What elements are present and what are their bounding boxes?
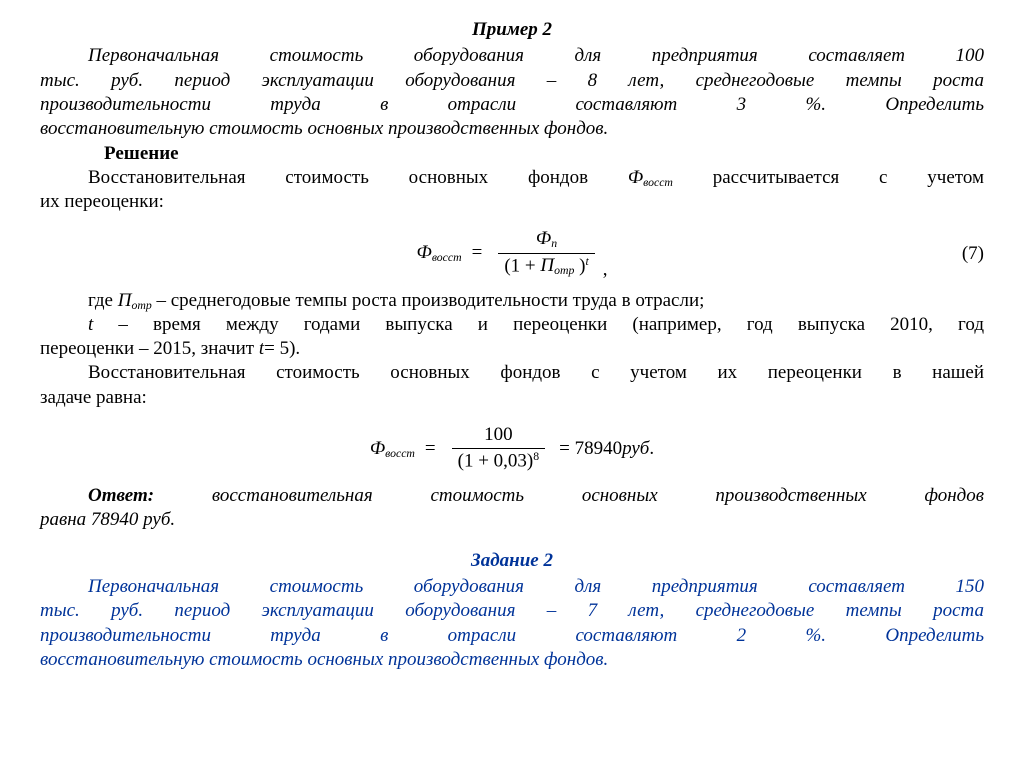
calc-den-base: (1 + 0,03) [458, 451, 534, 472]
task-title: Задание 2 [40, 549, 984, 573]
fraction-denominator: (1 + Потр )t [498, 254, 594, 278]
calc-fraction: 100 (1 + 0,03)8 [452, 425, 546, 472]
calc-intro-line-2: задаче равна: [40, 386, 984, 410]
calc-dot: . [649, 437, 654, 461]
pi-sym: П [540, 255, 554, 276]
phi-symbol: Ф [628, 167, 643, 188]
pi-sub-2: отр [131, 298, 151, 311]
calc-unit: руб [622, 437, 649, 461]
example-title: Пример 2 [40, 18, 984, 42]
fraction-numerator: Фn [498, 229, 594, 254]
phi-sub: восст [432, 251, 462, 264]
rparen: ) [574, 255, 585, 276]
page: Пример 2 Первоначальная стоимость оборуд… [0, 0, 1024, 767]
task-problem-line-1: Первоначальная стоимость оборудования дл… [40, 575, 984, 599]
where-3b: = 5). [264, 338, 300, 359]
solution-heading: Решение [40, 142, 984, 166]
pi-sub: отр [554, 264, 574, 277]
where-2a: – время между годами выпуска и переоценк… [93, 314, 984, 335]
calc-result: = 78940 [559, 437, 622, 461]
answer-line-1: Ответ: восстановительная стоимость основ… [40, 484, 984, 508]
example-problem-line-4: восстановительную стоимость основных про… [40, 117, 984, 141]
where-1b: – среднегодовые темпы роста производител… [152, 290, 705, 311]
where-line-1: где Потр – среднегодовые темпы роста про… [40, 289, 984, 313]
solution-intro-1b: рассчитывается с учетом [673, 167, 984, 188]
phi-vosst-inline: Фвосст [628, 167, 673, 188]
calc-intro-line-1: Восстановительная стоимость основных фон… [40, 361, 984, 385]
phi-subscript: восст [643, 176, 673, 189]
phi-sym-2: Ф [370, 438, 385, 459]
task-problem-line-4: восстановительную стоимость основных про… [40, 648, 984, 672]
calc-exp: 8 [533, 450, 539, 463]
task-problem-line-3: производительности труда в отрасли соста… [40, 624, 984, 648]
trailing-comma: , [603, 258, 608, 282]
exponent-t: t [585, 255, 588, 268]
where-line-3: переоценки – 2015, значит t= 5). [40, 337, 984, 361]
equation-number: (7) [962, 241, 984, 265]
one-plus: (1 + [504, 255, 540, 276]
answer-1: восстановительная стоимость основных про… [154, 485, 984, 506]
where-prefix: где [88, 290, 118, 311]
solution-intro-1a: Восстановительная стоимость основных фон… [88, 167, 628, 188]
example-problem-line-1: Первоначальная стоимость оборудования дл… [40, 44, 984, 68]
equals-sign-2: = [425, 437, 436, 461]
formula-fraction: Фn (1 + Потр )t [498, 229, 594, 278]
phi-n-sym: Ф [536, 228, 551, 249]
formula-calc: Фвосст = 100 (1 + 0,03)8 = 78940 руб. [40, 420, 984, 478]
solution-intro-line-1: Восстановительная стоимость основных фон… [40, 166, 984, 190]
formula-lhs: Фвосст [417, 241, 462, 265]
solution-intro-line-2: их переоценки: [40, 190, 984, 214]
calc-denominator: (1 + 0,03)8 [452, 449, 546, 472]
example-problem-line-3: производительности труда в отрасли соста… [40, 93, 984, 117]
calc-numerator: 100 [452, 425, 546, 449]
task-problem-line-2: тыс. руб. период эксплуатации оборудован… [40, 599, 984, 623]
phi-n-sub: n [551, 237, 557, 250]
formula-7: Фвосст = Фn (1 + Потр )t , (7) [40, 225, 984, 283]
example-problem-line-2: тыс. руб. период эксплуатации оборудован… [40, 69, 984, 93]
where-3a: переоценки – 2015, значит [40, 338, 259, 359]
answer-line-2: равна 78940 руб. [40, 508, 984, 532]
phi-sub-2: восст [385, 447, 415, 460]
phi-sym: Ф [417, 242, 432, 263]
equals-sign: = [472, 241, 483, 265]
where-line-2: t – время между годами выпуска и переоце… [40, 313, 984, 337]
answer-label: Ответ: [88, 485, 154, 506]
calc-lhs: Фвосст [370, 437, 415, 461]
pi-sym-2: П [118, 290, 132, 311]
